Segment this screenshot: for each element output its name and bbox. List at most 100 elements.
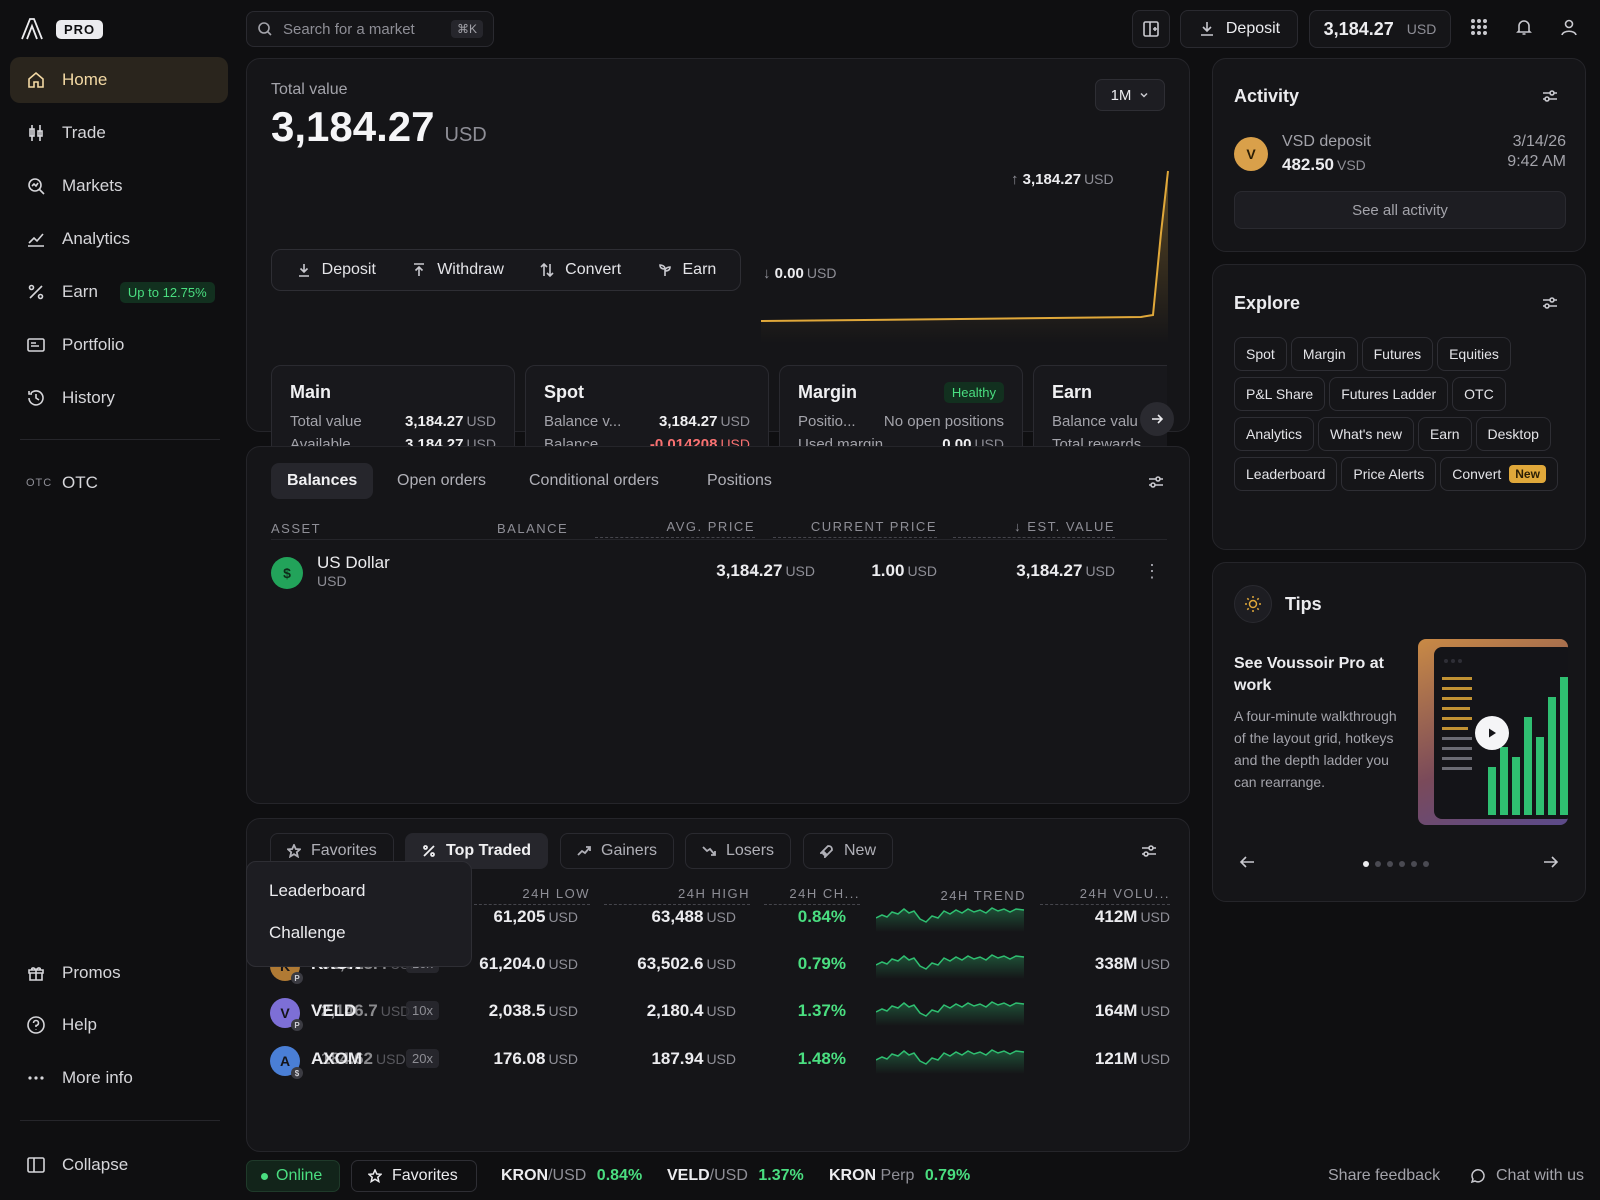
withdraw-label: Withdraw (437, 261, 504, 278)
sidebar-item-otc[interactable]: OTC OTC (10, 460, 228, 506)
balance-unit: USD (1406, 21, 1437, 37)
chip-desktop[interactable]: Desktop (1475, 417, 1551, 451)
menu-item-challenge[interactable]: Challenge (269, 923, 346, 942)
col-24h-volume[interactable]: 24H VOLU... (1040, 886, 1170, 905)
download-icon (1200, 22, 1213, 36)
col-current-price[interactable]: CURRENT PRICE (773, 519, 937, 538)
sidebar-item-more-info[interactable]: More info (10, 1055, 228, 1101)
cell-value: 176.08 (493, 1049, 546, 1068)
row-value: 3,184.27 (405, 413, 464, 430)
sidebar-item-history[interactable]: History (10, 375, 228, 421)
sidebar-item-portfolio[interactable]: Portfolio (10, 322, 228, 368)
markets-settings-button[interactable] (1140, 842, 1158, 864)
col-24h-change[interactable]: 24H CH... (764, 886, 860, 905)
pagination-dot[interactable] (1411, 861, 1417, 867)
chip-analytics[interactable]: Analytics (1234, 417, 1315, 451)
tab-open-orders[interactable]: Open orders (397, 472, 486, 489)
chip-pnl-share[interactable]: P&L Share (1234, 377, 1326, 411)
tab-gainers[interactable]: Gainers (560, 833, 675, 869)
layout-add-icon (1143, 21, 1159, 37)
see-all-activity-button[interactable]: See all activity (1234, 191, 1566, 229)
chip-leaderboard[interactable]: Leaderboard (1234, 457, 1338, 491)
account-name: Margin (798, 382, 858, 402)
market-name-cell: AXOM (311, 1049, 362, 1069)
chip-convert[interactable]: Convert New (1440, 457, 1558, 491)
sun-icon (1234, 585, 1272, 623)
chip-futures[interactable]: Futures (1361, 337, 1434, 371)
tips-prev-button[interactable] (1239, 855, 1255, 873)
chip-spot[interactable]: Spot (1234, 337, 1287, 371)
sidebar-item-help[interactable]: Help (10, 1002, 228, 1048)
withdraw-button[interactable]: Withdraw (411, 261, 504, 279)
pagination-dot[interactable] (1423, 861, 1429, 867)
notifications-button[interactable] (1515, 18, 1535, 38)
ticker-kron-perp[interactable]: KRON Perp 0.79% (829, 1167, 970, 1185)
col-avg-price[interactable]: AVG. PRICE (595, 519, 755, 538)
arrow-up-icon: ↑ (1011, 171, 1019, 188)
table-row[interactable]: V P VELD 2,146.7 USD 10x 2,038.5 USD 2,180.4 USD 1… (246, 990, 1190, 1034)
balance-button[interactable]: 3,184.27 USD (1309, 10, 1451, 48)
pagination-dot[interactable] (1387, 861, 1393, 867)
col-est-value[interactable]: ↓ EST. VALUE (953, 519, 1115, 538)
row-menu-button[interactable]: ⋮ (1143, 561, 1161, 581)
tip-video-thumbnail[interactable] (1418, 639, 1568, 825)
chip-otc[interactable]: OTC (1452, 377, 1506, 411)
table-row[interactable]: 61,205 USD 63,488 USD 0.84% 412M USD (246, 896, 1190, 940)
logo[interactable]: PRO (20, 18, 104, 40)
sidebar-item-markets[interactable]: Markets (10, 163, 228, 209)
tips-next-button[interactable] (1543, 855, 1559, 873)
tab-new[interactable]: New (803, 833, 894, 869)
deposit-top-button[interactable]: Deposit (1180, 10, 1298, 48)
chip-margin[interactable]: Margin (1290, 337, 1358, 371)
total-value: 3,184.27 USD (271, 103, 487, 151)
chip-futures-ladder[interactable]: Futures Ladder (1329, 377, 1449, 411)
chip-equities[interactable]: Equities (1437, 337, 1511, 371)
chat-button[interactable]: Chat with us (1470, 1167, 1584, 1185)
chart-low-unit: USD (806, 265, 837, 281)
ticker-kron-usd[interactable]: KRON/USD 0.84% (501, 1167, 642, 1185)
footer-favorites-button[interactable]: Favorites (351, 1160, 477, 1192)
chip-whats-new[interactable]: What's new (1318, 417, 1414, 451)
tab-losers[interactable]: Losers (685, 833, 792, 869)
ticker-veld-usd[interactable]: VELD/USD 1.37% (667, 1167, 804, 1185)
tab-conditional-orders[interactable]: Conditional orders (529, 472, 659, 489)
sidebar-item-analytics[interactable]: Analytics (10, 216, 228, 262)
chip-earn[interactable]: Earn (1417, 417, 1472, 451)
table-row[interactable]: $ US Dollar USD 3,184.27 USD - 1.00 USD 3,… (247, 547, 1191, 599)
table-row[interactable]: A $ AXOM 184.62 USD 20x 176.08 USD 187.94 USD 1.48… (246, 1038, 1190, 1082)
sidebar-item-promos[interactable]: Promos (10, 950, 228, 996)
balances-settings-button[interactable] (1147, 473, 1165, 495)
share-feedback-link[interactable]: Share feedback (1328, 1167, 1441, 1184)
convert-button[interactable]: Convert (539, 261, 621, 279)
menu-item-leaderboard[interactable]: Leaderboard (269, 881, 366, 900)
pagination-dot[interactable] (1375, 861, 1381, 867)
layout-button[interactable] (1132, 10, 1170, 48)
search-input[interactable]: Search for a market ⌘K (246, 11, 494, 47)
sidebar-item-home[interactable]: Home (10, 57, 228, 103)
tab-balances[interactable]: Balances (271, 463, 374, 499)
col-24h-low[interactable]: 24H LOW (474, 886, 590, 905)
pagination-dot[interactable] (1399, 861, 1405, 867)
range-select[interactable]: 1M (1095, 79, 1165, 111)
profile-button[interactable] (1560, 18, 1580, 38)
sidebar-item-trade[interactable]: Trade (10, 110, 228, 156)
ticker-base: KRON (501, 1167, 549, 1184)
sidebar-item-earn[interactable]: Earn Up to 12.75% (10, 269, 228, 315)
activity-settings-button[interactable] (1541, 87, 1559, 109)
high-cell: 63,488 USD (651, 907, 736, 927)
vsd-avatar: V (1234, 137, 1268, 171)
history-icon (28, 390, 44, 406)
col-24h-high[interactable]: 24H HIGH (604, 886, 750, 905)
cell-unit: USD (706, 956, 736, 972)
collapse-button[interactable]: Collapse (10, 1142, 228, 1188)
accounts-next-button[interactable] (1140, 402, 1174, 436)
pagination-dot[interactable] (1363, 861, 1369, 867)
chip-price-alerts[interactable]: Price Alerts (1341, 457, 1437, 491)
earn-button[interactable]: Earn (657, 261, 716, 279)
play-button[interactable] (1475, 716, 1509, 750)
explore-settings-button[interactable] (1541, 294, 1559, 316)
tab-positions[interactable]: Positions (707, 472, 772, 489)
apps-button[interactable] (1470, 18, 1490, 38)
deposit-button[interactable]: Deposit (296, 261, 376, 279)
activity-item[interactable]: V VSD deposit 482.50 VSD 3/14/26 9:42 AM (1234, 131, 1566, 177)
